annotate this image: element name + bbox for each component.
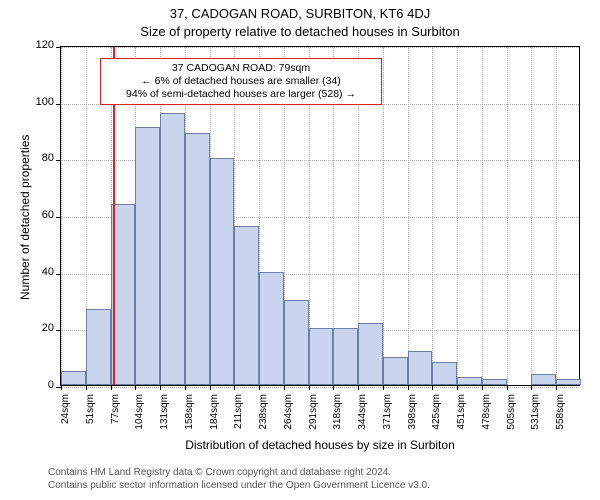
x-tick-mark [432,385,433,390]
x-tick-label: 558sqm [555,394,566,444]
histogram-bar [61,371,86,385]
histogram-bar [86,309,111,386]
histogram-bar [531,374,556,385]
histogram-bar [284,300,309,385]
x-tick-mark [284,385,285,390]
histogram-bar [259,272,284,385]
grid-line-v [507,47,508,385]
x-tick-label: 291sqm [308,394,319,444]
footer-line-2: Contains public sector information licen… [48,480,430,493]
y-tick-label: 120 [24,39,54,51]
grid-line-v [408,47,409,385]
x-tick-mark [408,385,409,390]
x-tick-label: 131sqm [159,394,170,444]
x-tick-mark [358,385,359,390]
histogram-bar [482,379,507,385]
x-tick-mark [234,385,235,390]
histogram-bar [457,377,482,386]
y-tick-label: 0 [24,379,54,391]
x-tick-label: 24sqm [60,394,71,444]
x-tick-mark [210,385,211,390]
grid-line-v [61,47,62,385]
grid-line-v [457,47,458,385]
y-tick-label: 20 [24,322,54,334]
x-tick-mark [383,385,384,390]
chart-title-sub: Size of property relative to detached ho… [0,24,600,39]
y-tick-label: 80 [24,152,54,164]
x-tick-mark [333,385,334,390]
histogram-bar [185,133,210,385]
annotation-line: 94% of semi-detached houses are larger (… [107,88,375,101]
x-tick-label: 478sqm [481,394,492,444]
x-tick-mark [185,385,186,390]
histogram-bar [358,323,383,385]
annotation-line: 37 CADOGAN ROAD: 79sqm [107,62,375,75]
x-tick-mark [61,385,62,390]
x-tick-label: 531sqm [530,394,541,444]
chart-container: 37, CADOGAN ROAD, SURBITON, KT6 4DJ Size… [0,0,600,500]
chart-title-main: 37, CADOGAN ROAD, SURBITON, KT6 4DJ [0,6,600,21]
footer-attribution: Contains HM Land Registry data © Crown c… [48,467,430,492]
x-tick-mark [482,385,483,390]
x-tick-mark [556,385,557,390]
x-tick-label: 51sqm [85,394,96,444]
grid-line-h [61,387,579,388]
grid-line-v [531,47,532,385]
histogram-bar [135,127,160,385]
histogram-bar [383,357,408,385]
y-tick-label: 40 [24,266,54,278]
x-tick-label: 344sqm [357,394,368,444]
x-tick-mark [309,385,310,390]
y-tick-label: 100 [24,96,54,108]
x-tick-mark [457,385,458,390]
x-tick-label: 505sqm [506,394,517,444]
x-tick-label: 211sqm [233,394,244,444]
annotation-line: ← 6% of detached houses are smaller (34) [107,75,375,88]
histogram-bar [234,226,259,385]
x-tick-mark [111,385,112,390]
histogram-bar [408,351,433,385]
x-tick-label: 77sqm [110,394,121,444]
x-tick-label: 238sqm [258,394,269,444]
histogram-bar [210,158,235,385]
x-tick-mark [507,385,508,390]
histogram-bar [556,379,581,385]
grid-line-h [61,47,579,48]
annotation-box: 37 CADOGAN ROAD: 79sqm← 6% of detached h… [100,58,382,105]
histogram-bar [160,113,185,385]
x-tick-label: 425sqm [431,394,442,444]
x-tick-label: 371sqm [382,394,393,444]
grid-line-v [432,47,433,385]
grid-line-v [482,47,483,385]
x-tick-mark [135,385,136,390]
x-tick-label: 104sqm [134,394,145,444]
x-tick-label: 398sqm [407,394,418,444]
x-tick-mark [259,385,260,390]
x-tick-mark [160,385,161,390]
y-tick-label: 60 [24,209,54,221]
grid-line-v [556,47,557,385]
x-tick-mark [86,385,87,390]
grid-line-v [383,47,384,385]
x-tick-mark [531,385,532,390]
x-tick-label: 318sqm [332,394,343,444]
x-tick-label: 264sqm [283,394,294,444]
x-tick-label: 451sqm [456,394,467,444]
x-tick-label: 158sqm [184,394,195,444]
footer-line-1: Contains HM Land Registry data © Crown c… [48,467,430,480]
histogram-bar [432,362,457,385]
histogram-bar [309,328,334,385]
x-tick-label: 184sqm [209,394,220,444]
histogram-bar [333,328,358,385]
